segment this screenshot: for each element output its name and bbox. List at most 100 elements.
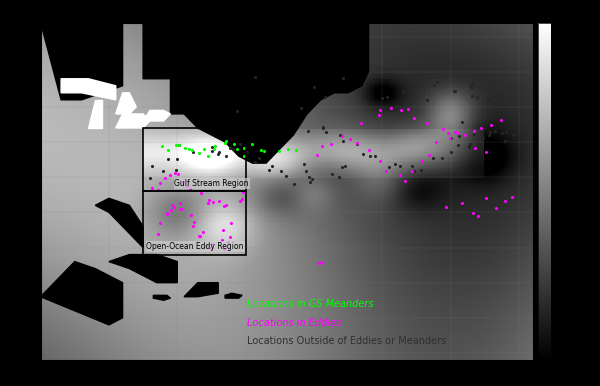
Point <box>416 167 426 173</box>
Point <box>455 133 464 139</box>
Text: Gulf Stream Region: Gulf Stream Region <box>175 179 249 188</box>
Point <box>147 163 157 169</box>
Point <box>384 163 394 169</box>
Polygon shape <box>239 100 280 121</box>
Point <box>174 142 184 149</box>
Point <box>146 175 155 181</box>
Point <box>214 149 224 155</box>
Point <box>484 132 494 138</box>
Point <box>356 120 366 126</box>
Polygon shape <box>225 293 242 298</box>
Polygon shape <box>154 295 170 300</box>
Point <box>391 161 400 167</box>
Point <box>233 108 242 114</box>
Point <box>218 227 228 233</box>
Text: Locations in GS Meanders: Locations in GS Meanders <box>247 299 374 309</box>
Point <box>164 156 173 162</box>
Point <box>429 82 439 88</box>
Point <box>220 140 230 146</box>
Point <box>374 112 383 118</box>
Point <box>428 155 438 161</box>
Point <box>486 122 496 129</box>
Point <box>163 147 173 153</box>
Y-axis label: cm: cm <box>576 191 593 201</box>
Polygon shape <box>143 110 170 121</box>
Point <box>204 197 214 203</box>
Point <box>395 172 405 178</box>
Point <box>259 148 269 154</box>
Point <box>320 94 330 100</box>
Point <box>274 148 283 154</box>
Point <box>485 129 495 135</box>
Point <box>467 93 476 99</box>
Polygon shape <box>280 65 328 100</box>
Text: Open-Ocean Eddy Region: Open-Ocean Eddy Region <box>146 242 244 251</box>
Point <box>158 168 168 174</box>
Point <box>242 149 252 155</box>
Point <box>221 138 231 144</box>
Point <box>483 97 493 103</box>
Point <box>424 152 434 158</box>
Point <box>450 129 460 135</box>
Point <box>364 147 374 153</box>
Point <box>313 152 322 158</box>
Point <box>317 143 327 149</box>
Point <box>235 198 245 204</box>
Point <box>299 161 309 167</box>
Point <box>337 132 347 139</box>
Point <box>296 105 306 111</box>
Point <box>441 204 451 210</box>
Point <box>481 195 491 201</box>
Point <box>431 139 441 145</box>
Point <box>418 158 427 164</box>
Point <box>229 141 239 147</box>
Point <box>199 229 208 235</box>
Point <box>340 163 350 169</box>
Polygon shape <box>109 254 177 283</box>
Point <box>166 207 176 213</box>
Point <box>284 146 293 152</box>
Polygon shape <box>41 22 368 163</box>
Point <box>375 107 385 113</box>
Polygon shape <box>116 93 136 114</box>
Point <box>409 168 419 174</box>
Bar <box>143 128 245 191</box>
Point <box>155 220 164 226</box>
Point <box>317 259 327 265</box>
Point <box>496 117 506 123</box>
Point <box>496 91 506 97</box>
Point <box>199 146 209 152</box>
Point <box>194 233 204 239</box>
Point <box>176 206 185 212</box>
Point <box>172 167 181 173</box>
Point <box>188 222 197 229</box>
Point <box>250 159 260 165</box>
Point <box>163 210 172 216</box>
Point <box>395 163 405 169</box>
Point <box>464 143 474 149</box>
Point <box>175 200 185 206</box>
Point <box>247 141 257 147</box>
Point <box>346 136 355 142</box>
Point <box>398 88 408 94</box>
Point <box>457 119 467 125</box>
Point <box>291 147 301 154</box>
Point <box>305 179 315 185</box>
Point <box>407 88 417 94</box>
Point <box>309 84 319 90</box>
Point <box>187 147 196 153</box>
Point <box>281 173 290 179</box>
Point <box>400 178 410 184</box>
Point <box>201 242 211 249</box>
Point <box>239 153 249 159</box>
Point <box>318 124 328 130</box>
Point <box>464 144 474 150</box>
Point <box>221 152 231 159</box>
Point <box>224 239 233 245</box>
Point <box>208 240 217 247</box>
Point <box>314 260 323 266</box>
Point <box>162 211 172 217</box>
Point <box>219 202 229 208</box>
Point <box>446 149 455 156</box>
Point <box>432 79 442 85</box>
